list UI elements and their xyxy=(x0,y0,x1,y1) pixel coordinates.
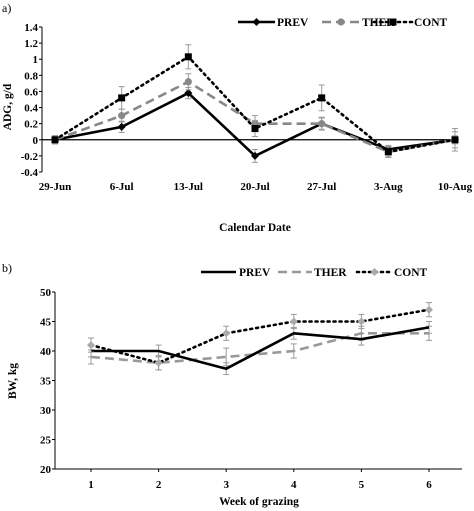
x-tick-label: 20-Jul xyxy=(240,181,269,193)
data-point xyxy=(51,136,59,144)
y-tick-label: 0.4 xyxy=(24,103,38,115)
data-point xyxy=(117,122,126,131)
series-cont xyxy=(51,44,459,158)
x-tick-label: 6-Jul xyxy=(110,181,134,193)
y-tick-label: 0.8 xyxy=(24,70,38,82)
series-cont xyxy=(87,302,433,371)
x-tick-label: 5 xyxy=(359,479,365,491)
y-tick-label: 0.6 xyxy=(24,86,38,98)
legend-label: PREV xyxy=(239,267,271,279)
y-tick-label: 0.2 xyxy=(24,119,38,131)
y-tick-label: 40 xyxy=(40,346,52,358)
x-tick-label: 4 xyxy=(291,479,297,491)
legend-marker xyxy=(337,18,345,26)
data-point xyxy=(384,148,392,156)
legend-marker xyxy=(370,268,379,276)
y-tick-label: 1.2 xyxy=(24,38,38,50)
data-point xyxy=(184,89,193,98)
legend-item-ther: THER xyxy=(278,267,347,279)
y-axis-label-a: ADG, g/d xyxy=(2,83,14,130)
y-tick-label: 50 xyxy=(40,287,52,299)
y-tick-label: 25 xyxy=(40,435,52,447)
data-point xyxy=(184,78,192,86)
legend-item-cont: CONT xyxy=(372,17,448,29)
series-line-cont xyxy=(89,308,431,365)
legend-label: CONT xyxy=(414,17,448,29)
x-tick-label: 29-Jun xyxy=(39,181,71,193)
data-point xyxy=(251,125,259,132)
data-point xyxy=(222,329,231,338)
x-tick-label: 27-Jul xyxy=(307,181,336,193)
legend-label: PREV xyxy=(277,17,309,29)
series-line-cont xyxy=(53,55,457,154)
x-axis-label-a: Calendar Date xyxy=(219,222,291,234)
data-point xyxy=(357,317,366,326)
legend-label: CONT xyxy=(394,267,428,279)
data-point xyxy=(318,94,326,102)
data-point xyxy=(451,136,459,144)
x-tick-label: 6 xyxy=(426,479,432,491)
series-prev xyxy=(88,321,432,376)
y-tick-label: 35 xyxy=(40,376,52,388)
panel-label-b: b) xyxy=(2,261,12,275)
x-tick-label: 3-Aug xyxy=(374,181,403,193)
series-ther xyxy=(88,325,432,371)
data-point xyxy=(251,151,259,160)
x-tick-label: 10-Aug xyxy=(438,181,473,193)
series-line-prev xyxy=(91,326,430,371)
y-tick-label: 0 xyxy=(33,135,39,147)
series-line-ther xyxy=(90,331,429,365)
legend-item-prev: PREV xyxy=(201,267,271,279)
y-tick-label: -0.4 xyxy=(21,167,39,179)
legend-item-ther: THER xyxy=(322,17,395,29)
panel-label-a: a) xyxy=(2,1,11,15)
x-tick-label: 13-Jul xyxy=(174,181,203,193)
data-point xyxy=(318,120,326,128)
y-tick-label: 30 xyxy=(40,405,52,417)
chart-a: a) ADG, g/d Calendar Date -0.4 -0.2 0 0.2 0.… xyxy=(2,1,473,234)
x-tick-label: 1 xyxy=(88,479,94,491)
data-point xyxy=(118,112,126,120)
y-tick-label: 1.4 xyxy=(24,22,38,34)
x-tick-label: 3 xyxy=(223,479,229,491)
data-point xyxy=(289,317,298,326)
y-axis-label-b: BW, kg xyxy=(7,363,19,399)
x-tick-label: 2 xyxy=(156,479,162,491)
data-point xyxy=(118,94,126,102)
data-point xyxy=(87,341,95,350)
data-point xyxy=(425,305,433,314)
legend-label: THER xyxy=(362,17,395,29)
legend-marker xyxy=(389,18,397,26)
legend-item-cont: CONT xyxy=(355,267,428,279)
legend-item-prev: PREV xyxy=(238,17,309,29)
y-tick-label: 20 xyxy=(40,464,52,476)
chart-b: b) BW, kg Week of grazing 20253035404550… xyxy=(2,261,462,508)
legend-label: THER xyxy=(314,267,347,279)
y-tick-label: 45 xyxy=(40,317,52,329)
y-tick-label: 1 xyxy=(33,54,39,66)
legend-marker xyxy=(252,18,261,26)
series-ther xyxy=(51,73,459,158)
x-axis-label-b: Week of grazing xyxy=(219,496,299,508)
y-tick-label: -0.2 xyxy=(21,151,39,163)
data-point xyxy=(184,53,192,61)
data-point xyxy=(154,358,163,367)
